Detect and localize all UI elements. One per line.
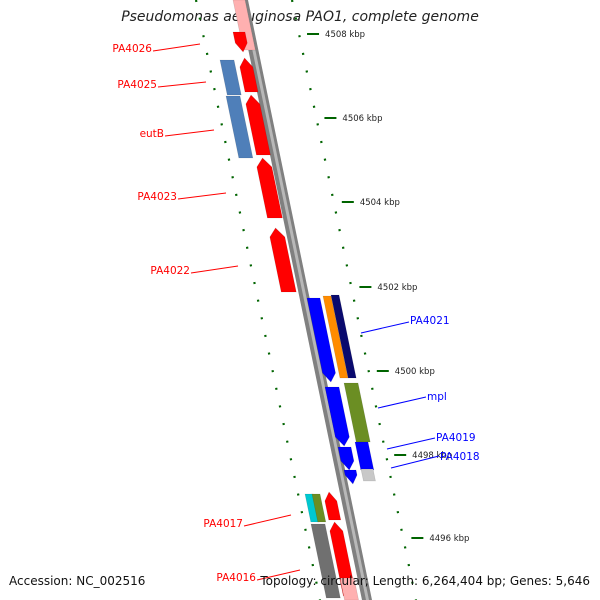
gene-feature-pa4026 [232, 31, 248, 53]
accession-text: Accession: NC_002516 [9, 574, 146, 588]
genome-summary: Topology: circular; Length: 6,264,404 bp… [260, 574, 590, 588]
gene-label-leader [390, 455, 440, 469]
gene-label-pa4017: PA4017 [203, 518, 243, 530]
tick-label: 4508 kbp [325, 30, 365, 40]
gene-label-mpl: mpl [427, 391, 447, 403]
gene-feature-steel-a [219, 59, 242, 96]
gene-feature-pa4023 [256, 157, 283, 219]
gene-features [219, 0, 376, 600]
gene-feature-bottom-fade [339, 577, 359, 600]
gene-label-leader [152, 43, 201, 52]
gene-feature-pa4022 [269, 227, 297, 293]
gene-label-pa4025: PA4025 [117, 79, 157, 91]
map-title: Pseudomonas aeruginosa PAO1, complete ge… [121, 9, 479, 25]
guide-line-2 [290, 0, 418, 600]
tick-label: 4504 kbp [360, 198, 400, 208]
gene-label-eutb: eutB [140, 128, 164, 140]
gene-label-pa4022: PA4022 [150, 265, 190, 277]
kbp-ticks: 4508 kbp 4506 kbp 4504 kbp 4502 kbp 4500 kbp… [307, 30, 469, 544]
gene-label-pa4026: PA4026 [112, 43, 152, 55]
gene-label-leader [377, 396, 427, 409]
gene-feature-pa4019 [337, 446, 355, 471]
tick-label: 4500 kbp [395, 367, 435, 377]
gene-label-leader [190, 265, 239, 274]
gene-feature-olive-small [311, 493, 327, 523]
gene-feature-pa4016-a [324, 491, 342, 521]
gene-label-pa4016: PA4016 [216, 572, 256, 584]
gene-label-pa4019: PA4019 [436, 432, 476, 444]
tick-label: 4498 kbp [412, 451, 452, 461]
gene-feature-navy [330, 294, 357, 379]
tick-label: 4502 kbp [377, 283, 417, 293]
gene-label-pa4018: PA4018 [440, 451, 480, 463]
backbone-highlight [242, 0, 369, 600]
gene-label-leader [177, 192, 227, 200]
gene-feature-pa4025 [239, 57, 259, 93]
gene-label-leader [360, 321, 410, 334]
gene-labels: PA4026 PA4025 eutB PA4023 PA4022 PA4021 mpl PA4… [112, 43, 479, 584]
dotted-guide-lines [194, 0, 418, 600]
backbone-track [238, 0, 372, 600]
gene-label-leader [243, 514, 292, 527]
gene-feature-olive [343, 382, 371, 443]
tick-label: 4496 kbp [429, 534, 469, 544]
guide-line-1 [194, 0, 322, 600]
gene-feature-grey [310, 523, 341, 599]
gene-feature-mpl [324, 386, 350, 447]
gene-feature-pa4018-tip [343, 469, 358, 485]
gene-feature-orange [322, 295, 349, 379]
gene-label-leader [164, 129, 215, 137]
gene-label-pa4023: PA4023 [137, 191, 177, 203]
gene-label-pa4021: PA4021 [410, 315, 450, 327]
gene-feature-steel-b [225, 95, 254, 159]
tick-label: 4506 kbp [342, 114, 382, 124]
gene-feature-eutb [245, 94, 271, 156]
gene-label-leader [386, 437, 436, 450]
gene-label-leader [157, 81, 207, 88]
gene-feature-pa4021 [306, 297, 336, 383]
gene-label-leader [256, 569, 301, 581]
gene-feature-grey-small [360, 468, 376, 482]
gene-feature-pa4018 [354, 441, 375, 471]
